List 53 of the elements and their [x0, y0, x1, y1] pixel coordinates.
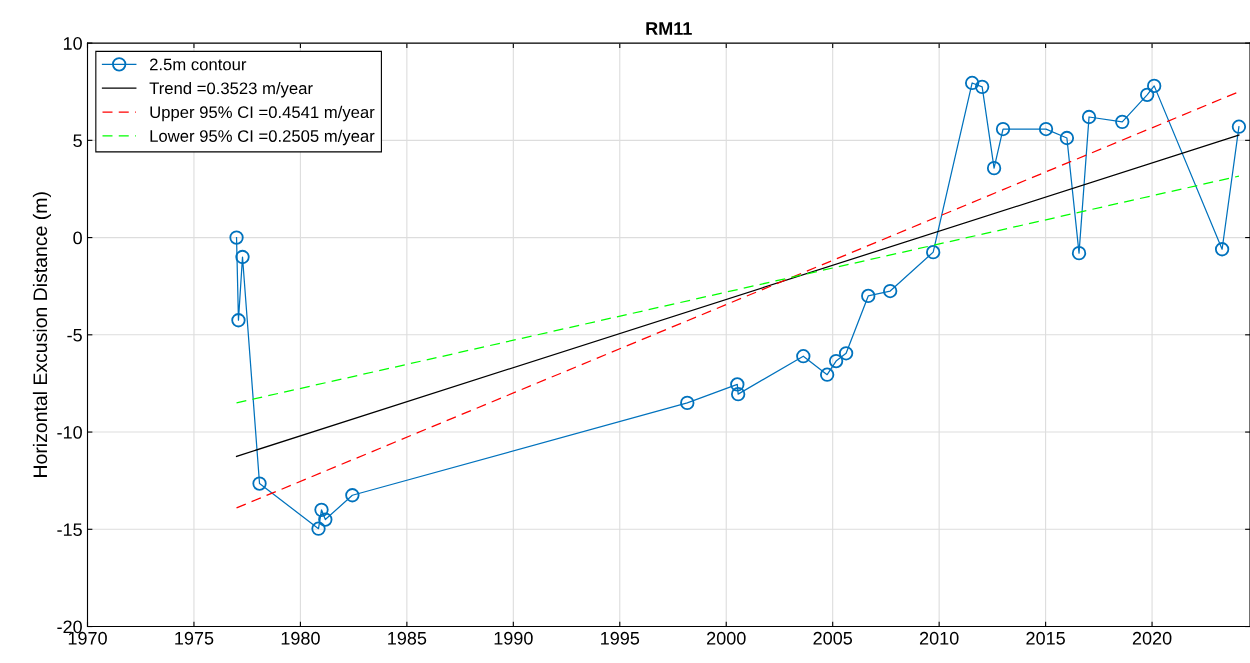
- point: [1214, 242, 1230, 257]
- point: [1140, 87, 1155, 102]
- point: [828, 353, 844, 369]
- x-tick-label: 1995: [601, 631, 640, 645]
- x-tick-label: 1985: [388, 631, 427, 645]
- x-tick-label: 2000: [707, 631, 746, 645]
- y-tick-label: 0: [73, 231, 82, 245]
- point: [235, 249, 250, 265]
- point: [1081, 109, 1097, 125]
- point: [1147, 78, 1162, 94]
- point: [1115, 114, 1130, 130]
- x-tick-label: 1980: [281, 631, 320, 645]
- y-tick-label: 10: [63, 37, 82, 50]
- x-tick-label: 2015: [1026, 631, 1065, 645]
- legend-label: Trend =0.3523 m/year: [149, 81, 313, 98]
- point: [231, 313, 246, 328]
- point: [730, 377, 745, 392]
- x-tick-label: 2005: [813, 631, 853, 645]
- y-tick-label: -10: [57, 425, 82, 439]
- point: [975, 79, 990, 95]
- point: [1071, 245, 1087, 261]
- point: [311, 521, 326, 536]
- x-tick-label: 1975: [175, 631, 214, 645]
- y-tick-label: 5: [73, 134, 82, 148]
- point: [731, 386, 746, 402]
- point: [883, 283, 898, 299]
- point: [838, 346, 854, 361]
- y-tick-label: -5: [67, 328, 82, 342]
- point: [1059, 130, 1075, 146]
- point: [1038, 121, 1054, 137]
- point: [680, 395, 695, 411]
- x-tick-label: 2020: [1132, 631, 1172, 645]
- point: [229, 230, 244, 245]
- legend-label: Lower 95% CI =0.2505 m/year: [150, 129, 375, 146]
- point: [820, 367, 835, 382]
- point: [796, 349, 811, 364]
- point: [986, 160, 1002, 176]
- point: [314, 502, 329, 518]
- point: [861, 288, 876, 304]
- y-axis-title: Horizontal Excusion Distance (m): [32, 192, 51, 477]
- chart-title: RM11: [646, 22, 692, 35]
- y-tick-label: -15: [57, 523, 82, 537]
- point: [345, 488, 360, 503]
- point: [995, 121, 1011, 137]
- legend-label: Upper 95% CI =0.4541 m/year: [150, 105, 375, 122]
- point: [318, 512, 333, 527]
- x-tick-label: 1990: [494, 631, 533, 645]
- point: [926, 245, 941, 260]
- x-tick-label: 2010: [919, 631, 959, 645]
- point: [964, 75, 980, 91]
- legend-label: 2.5m contour: [150, 58, 247, 71]
- point: [1231, 119, 1247, 134]
- point: [252, 476, 267, 491]
